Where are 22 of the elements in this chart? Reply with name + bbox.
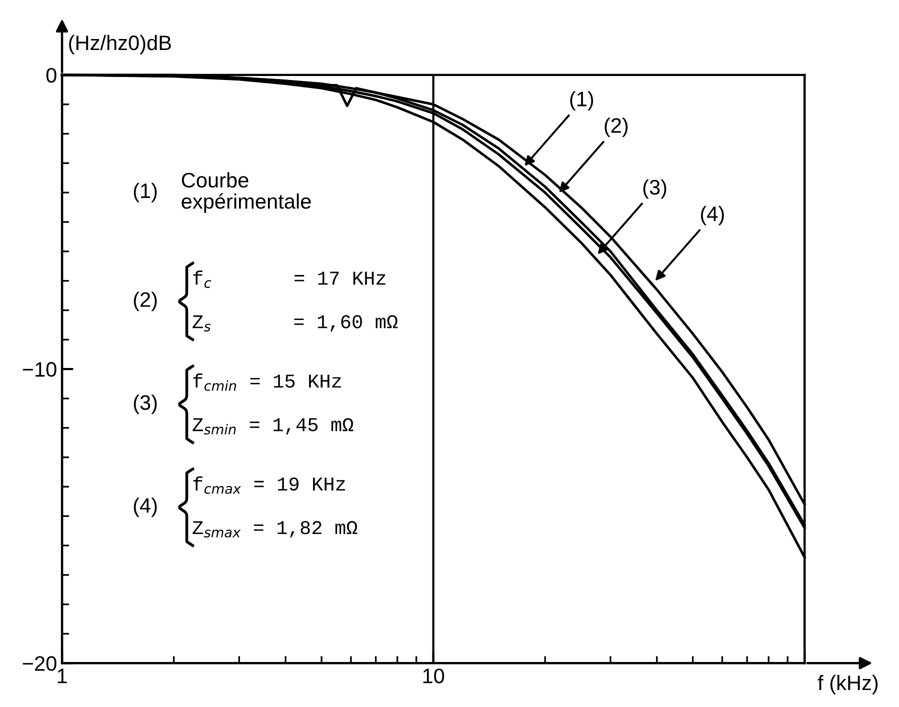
- annotation: Courbe expérimentale: [182, 172, 311, 213]
- annotation: Z$_{smax}$ = 1,82 mΩ: [192, 521, 358, 538]
- x-tick-label: 10: [423, 668, 444, 684]
- annotation: (4): [134, 498, 157, 517]
- annotation: (2): [604, 118, 628, 138]
- annotation: (2): [134, 292, 157, 312]
- annotation: (1): [134, 182, 157, 202]
- annotation: f$_{cmax}$ = 19 KHz: [193, 476, 345, 494]
- annotation: Z$_{smin}$ = 1,45 mΩ: [192, 418, 354, 435]
- text: Z$_{s}$ = 1,60 mΩ: [192, 315, 398, 332]
- y-tick-label: −10: [22, 362, 56, 377]
- annotation: f$_{cmin}$ = 15 KHz: [193, 373, 342, 391]
- annotation: (4): [700, 206, 724, 226]
- text: f$_{c}$ = 17 KHz: [193, 270, 386, 288]
- y-axis-title: (Hz/hz0)dB: [69, 34, 171, 54]
- y-tick-label: 0: [46, 68, 56, 83]
- x-axis-title: f (kHz): [818, 674, 878, 694]
- annotation: (1): [570, 91, 594, 111]
- annotation: (3): [134, 394, 157, 414]
- y-tick-label: −20: [22, 656, 56, 671]
- annotation: (3): [643, 179, 666, 199]
- x-tick-label: 1: [58, 668, 67, 684]
